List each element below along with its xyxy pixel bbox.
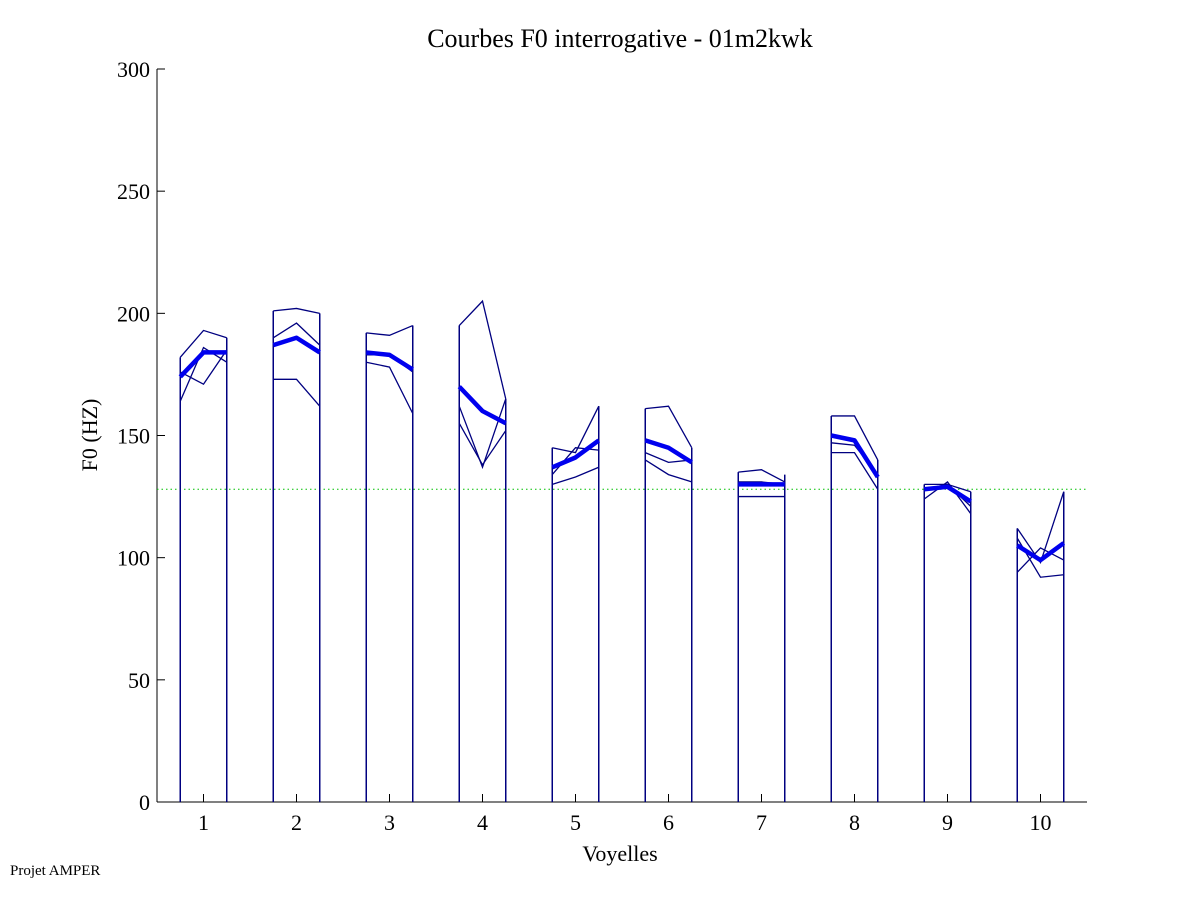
vowel-8-curve-3 bbox=[831, 415, 879, 461]
vowel-5-curve-1 bbox=[552, 466, 600, 485]
vowel-1-curve-1 bbox=[179, 346, 228, 402]
x-tick-label-2: 2 bbox=[291, 810, 302, 835]
vowel-2-curve-2 bbox=[272, 322, 321, 346]
y-tick-label-250: 250 bbox=[117, 179, 150, 204]
vowel-6-curve-1 bbox=[644, 459, 692, 483]
vowel-2-curve-3 bbox=[273, 307, 320, 314]
vowel-6-curve-3 bbox=[645, 405, 693, 449]
vowel-2-mean-curve bbox=[272, 335, 321, 355]
chart-title: Courbes F0 interrogative - 01m2kwk bbox=[427, 24, 813, 53]
vowel-4-curve-3 bbox=[458, 299, 507, 400]
vowel-8-curve-1 bbox=[831, 451, 879, 490]
vowel-9-curve-1 bbox=[923, 481, 972, 515]
x-tick-label-7: 7 bbox=[756, 810, 767, 835]
vowel-9-mean-curve bbox=[924, 484, 972, 504]
x-axis-label: Voyelles bbox=[582, 841, 657, 866]
y-tick-label-50: 50 bbox=[128, 668, 150, 693]
vowel-10-curve-1 bbox=[1016, 547, 1065, 573]
vowel-7-curve-3 bbox=[738, 469, 786, 483]
vowel-6-mean-curve bbox=[644, 438, 693, 465]
vowel-1-curve-3 bbox=[179, 329, 227, 358]
vowel-6-curve-2 bbox=[644, 452, 692, 464]
x-tick-label-6: 6 bbox=[663, 810, 674, 835]
vowel-10-mean-curve bbox=[1016, 541, 1066, 563]
footer-credit: Projet AMPER bbox=[10, 863, 101, 879]
x-tick-label-5: 5 bbox=[570, 810, 581, 835]
plot-area: 0 50 100 150 200 250 300 1 2 3 4 5 6 7 8 9 10 bbox=[117, 57, 1087, 835]
y-tick-label-300: 300 bbox=[117, 57, 150, 82]
y-tick-label-150: 150 bbox=[117, 424, 150, 449]
y-tick-label-200: 200 bbox=[117, 301, 150, 326]
x-tick-label-8: 8 bbox=[849, 810, 860, 835]
vowel-1-mean-curve bbox=[178, 350, 227, 379]
y-tick-label-100: 100 bbox=[117, 546, 150, 571]
vowel-8-mean-curve bbox=[830, 433, 880, 479]
vowel-4-curve-1 bbox=[458, 422, 507, 467]
vowel-1-curve-2 bbox=[179, 349, 228, 386]
y-axis-label: F0 (HZ) bbox=[77, 399, 102, 472]
x-tick-label-9: 9 bbox=[942, 810, 953, 835]
vowel-3-mean-curve bbox=[366, 350, 414, 372]
vowel-3-curve-1 bbox=[366, 361, 414, 414]
x-tick-label-10: 10 bbox=[1030, 810, 1052, 835]
vowel-2-curve-1 bbox=[273, 378, 321, 407]
x-tick-label-1: 1 bbox=[198, 810, 209, 835]
vowel-4-mean-curve bbox=[457, 385, 507, 426]
vowel-5-mean-curve bbox=[551, 438, 601, 470]
vowel-9-curve-3 bbox=[924, 483, 971, 493]
x-tick-label-3: 3 bbox=[384, 810, 395, 835]
vowel-5-curve-3 bbox=[552, 405, 600, 454]
vowel-3-curve-3 bbox=[366, 324, 414, 336]
y-tick-label-0: 0 bbox=[139, 790, 150, 815]
vowel-10-curve-3 bbox=[1016, 491, 1065, 565]
x-tick-label-4: 4 bbox=[477, 810, 488, 835]
